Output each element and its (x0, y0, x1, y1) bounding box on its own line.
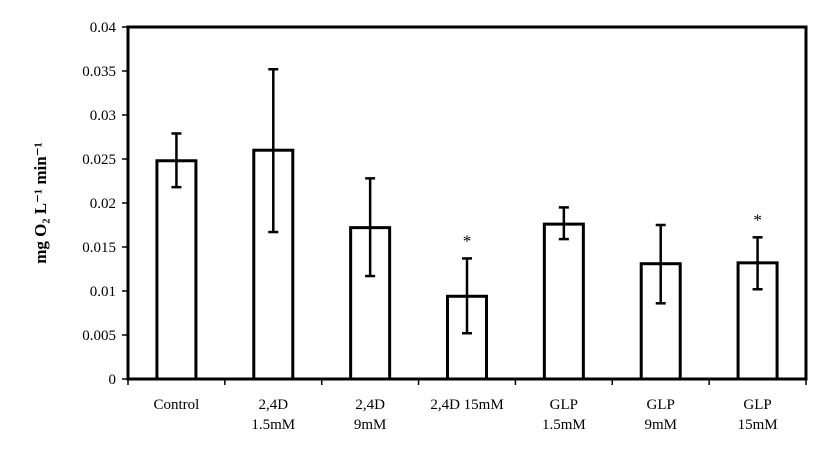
category-label: GLP (550, 397, 578, 413)
y-tick-label: 0.005 (82, 328, 116, 344)
category-label: 2,4D (258, 397, 288, 413)
y-tick-label: 0.04 (90, 20, 117, 36)
y-tick-label: 0.03 (90, 108, 116, 124)
bars (155, 148, 779, 381)
y-axis-label: mg O₂ L⁻¹ min⁻¹ (31, 142, 50, 264)
category-label: 9mM (354, 417, 387, 433)
bar (542, 222, 585, 381)
y-tick-label: 0.02 (90, 196, 116, 212)
plot-area-border (126, 25, 808, 381)
significance-asterisk: * (753, 210, 762, 229)
significance-markers: ** (463, 210, 762, 250)
y-tick-label: 0.015 (82, 240, 116, 256)
significance-asterisk: * (463, 231, 472, 250)
category-label: 1.5mM (542, 417, 586, 433)
category-labels: Control 2,4D 1.5mM 2,4D 9mM 2,4D 15mM GLP 1.5mM… (154, 397, 778, 433)
error-bars (171, 67, 763, 335)
y-tick-label: 0.01 (90, 284, 116, 300)
category-label: 15mM (738, 417, 778, 433)
y-tick-label: 0 (109, 372, 117, 388)
category-label: GLP (743, 397, 771, 413)
y-tick-label: 0.025 (82, 152, 116, 168)
category-label: GLP (647, 397, 675, 413)
category-label: 1.5mM (251, 417, 295, 433)
y-tick-label: 0.035 (82, 64, 116, 80)
bar (155, 159, 198, 381)
category-label: 2,4D (355, 397, 385, 413)
category-label: 9mM (644, 417, 677, 433)
y-axis-ticks: 0 0.005 0.01 0.015 0.02 0.025 0.03 0.035 0.04 (82, 20, 128, 388)
category-label: Control (154, 397, 200, 413)
category-label: 2,4D 15mM (430, 397, 503, 413)
bar (252, 148, 295, 381)
